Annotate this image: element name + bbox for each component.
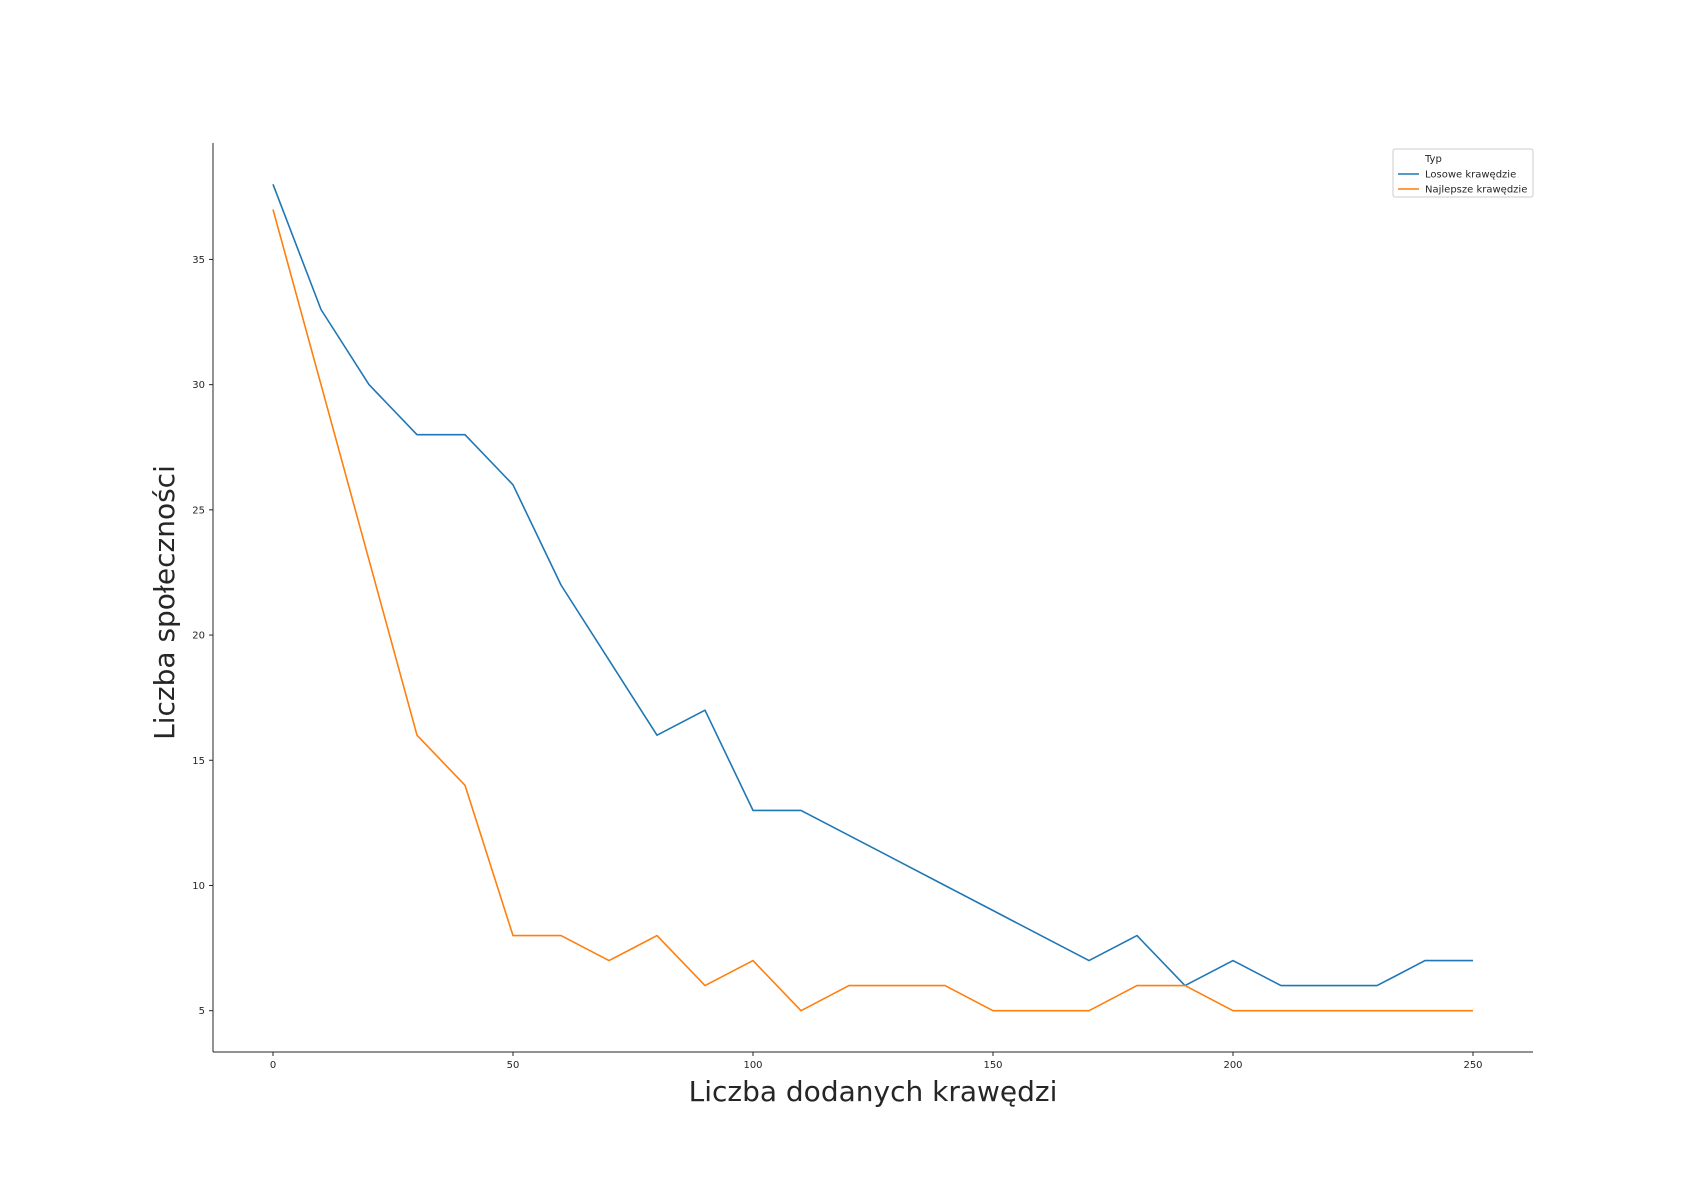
y-tick-label: 10 — [192, 881, 205, 892]
y-tick-label: 15 — [192, 756, 205, 767]
legend-box — [1392, 148, 1534, 198]
x-tick-label: 50 — [507, 1060, 520, 1071]
series-line-1 — [272, 184, 1473, 987]
y-axis-title: Liczba społeczności — [148, 465, 181, 740]
legend-label-1: Losowe krawędzie — [1425, 170, 1516, 181]
x-tick-label: 0 — [270, 1060, 276, 1071]
legend: Typ Losowe krawędzie Najlepsze krawędzie — [1392, 148, 1534, 198]
legend-label-2: Najlepsze krawędzie — [1425, 185, 1527, 196]
x-tick-label: 250 — [1463, 1060, 1482, 1071]
axes: 0 50 100 150 200 250 5 10 15 20 25 30 35 — [192, 143, 1533, 1071]
y-tick-label: 20 — [192, 631, 205, 642]
series-line-2 — [272, 209, 1473, 1012]
legend-title: Typ — [1424, 154, 1442, 165]
x-tick-label: 200 — [1223, 1060, 1242, 1071]
y-tick-label: 35 — [192, 255, 205, 266]
y-tick-label: 30 — [192, 380, 205, 391]
series-layer — [272, 184, 1473, 1012]
x-tick-label: 150 — [983, 1060, 1002, 1071]
x-tick-label: 100 — [743, 1060, 762, 1071]
x-axis-title: Liczba dodanych krawędzi — [689, 1075, 1058, 1108]
y-tick-label: 25 — [192, 505, 205, 516]
y-tick-label: 5 — [199, 1006, 205, 1017]
